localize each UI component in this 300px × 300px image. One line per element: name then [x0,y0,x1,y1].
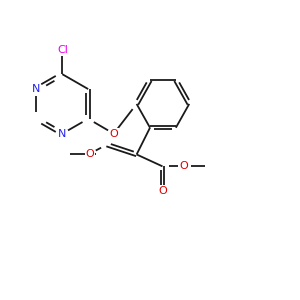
Text: N: N [32,84,40,94]
Text: O: O [158,186,167,196]
Text: Cl: Cl [57,44,68,55]
Text: O: O [180,161,189,171]
Text: N: N [58,129,67,139]
Text: O: O [85,148,94,159]
Text: O: O [110,129,118,139]
